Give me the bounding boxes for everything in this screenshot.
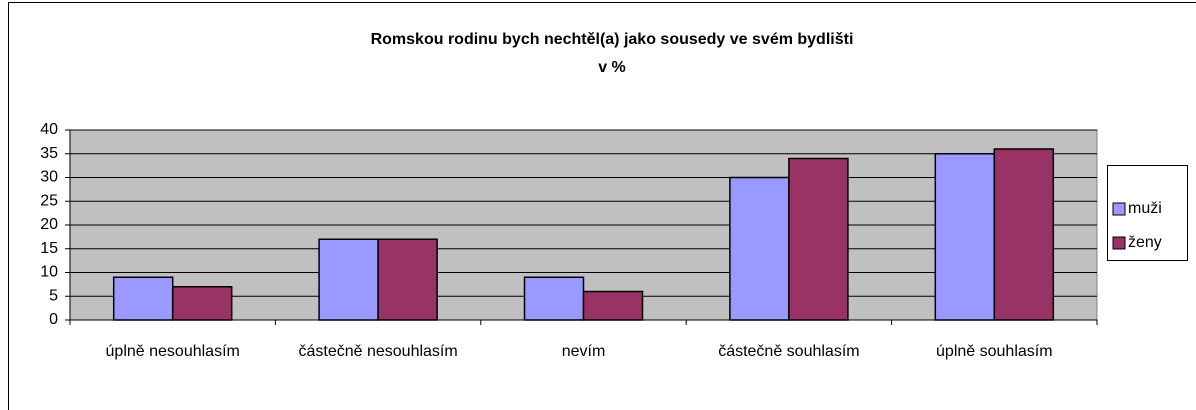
y-tick-label: 25 xyxy=(40,192,58,209)
y-tick-label: 20 xyxy=(40,216,58,233)
legend-swatch xyxy=(1112,202,1126,216)
legend-label: muži xyxy=(1128,200,1162,217)
bar xyxy=(171,286,233,321)
chart-subtitle: v % xyxy=(598,59,626,76)
chart-title: Romskou rodinu bych nechtěl(a) jako sous… xyxy=(371,31,854,48)
y-tick-label: 0 xyxy=(49,311,58,328)
y-tick-label: 40 xyxy=(40,121,58,138)
bar xyxy=(993,148,1055,321)
y-tick-label: 5 xyxy=(49,287,58,304)
bar xyxy=(788,157,849,321)
y-tick-label: 15 xyxy=(40,240,58,257)
legend-swatch xyxy=(1112,236,1126,250)
bar xyxy=(318,238,379,321)
y-tick-label: 30 xyxy=(40,169,58,186)
bar xyxy=(934,153,996,321)
bar xyxy=(112,276,174,321)
legend-label: ženy xyxy=(1128,234,1162,251)
x-tick-label: částečně nesouhlasím xyxy=(298,343,458,360)
x-tick-label: úplně souhlasím xyxy=(936,343,1053,360)
bar xyxy=(523,276,585,321)
bar xyxy=(729,176,790,321)
y-tick-label: 35 xyxy=(40,145,58,162)
bar xyxy=(377,238,438,321)
x-tick-label: úplně nesouhlasím xyxy=(105,343,240,360)
x-tick-label: nevím xyxy=(561,343,606,360)
bar xyxy=(582,290,644,321)
x-tick-label: částečně souhlasím xyxy=(718,343,860,360)
y-tick-label: 10 xyxy=(40,264,58,281)
